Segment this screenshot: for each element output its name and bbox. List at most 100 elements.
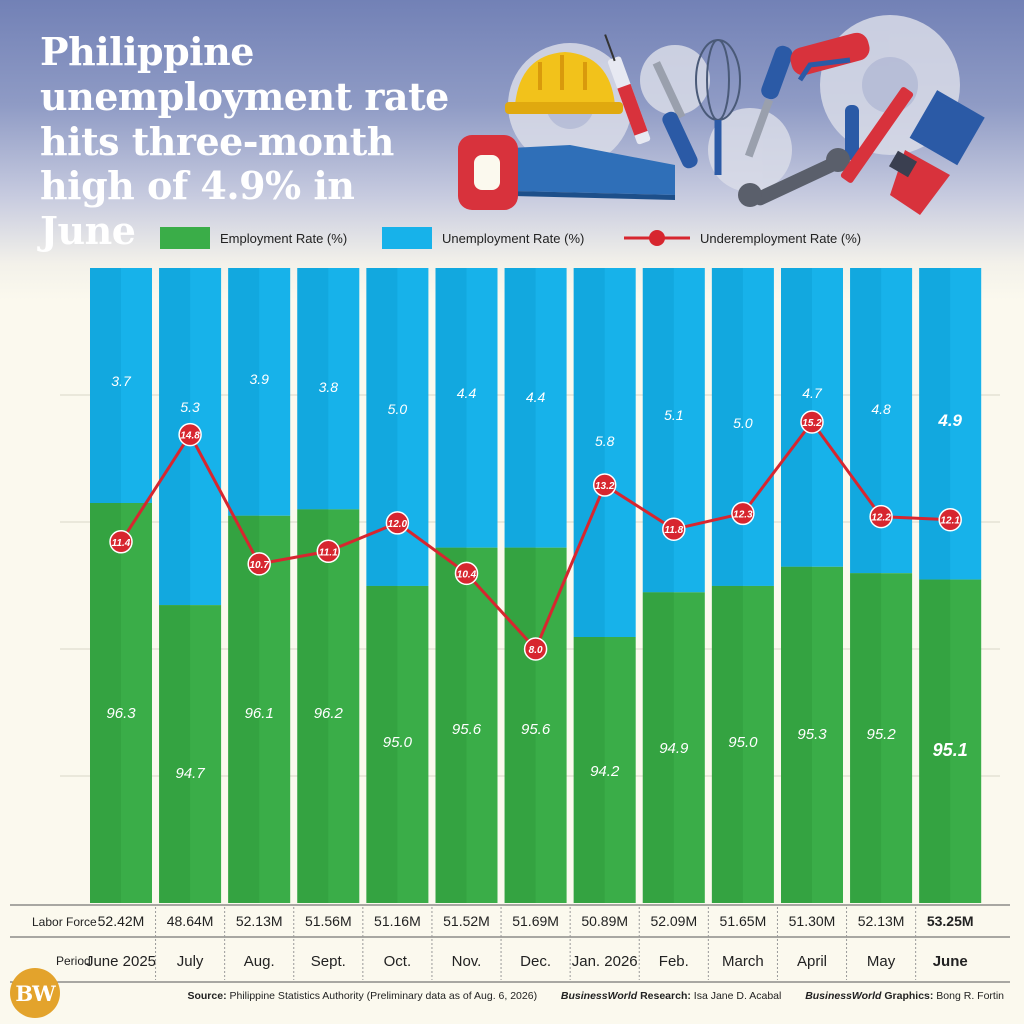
unemployment-label: 5.0: [733, 415, 753, 431]
employment-label: 95.6: [452, 721, 482, 738]
period-tick-label: June 2025: [86, 953, 156, 970]
research-text: Isa Jane D. Acabal: [693, 990, 782, 1002]
period-tick-label: Dec.: [520, 953, 551, 970]
bar-employment-shade: [159, 605, 191, 903]
employment-label: 95.3: [797, 726, 827, 743]
bar-employment-shade: [642, 592, 674, 903]
labor-force-value: 53.25M: [927, 913, 974, 929]
paint-brush-icon: [888, 90, 985, 215]
bars: 3.7 96.3 5.3 94.7 3.9 96.1 3.8 96.2 5.0 95.0 4.4 95…: [90, 268, 982, 903]
unemployment-label: 5.0: [388, 401, 408, 417]
period-tick-label: Oct.: [384, 953, 412, 970]
bar-unemployment-shade: [850, 268, 882, 574]
pencil-icon: [840, 87, 914, 183]
bar-unemployment-shade: [228, 268, 260, 516]
underemployment-label: 13.2: [595, 481, 615, 492]
underemployment-point: [800, 410, 824, 434]
unemployment-label: 3.8: [319, 379, 339, 395]
underemployment-label: 10.4: [457, 569, 477, 580]
saw-icon: [458, 135, 675, 210]
employment-label: 94.7: [175, 765, 205, 782]
screwdriver-icon: [652, 45, 793, 169]
period-tick-label: April: [797, 953, 827, 970]
unemployment-label: 4.4: [457, 385, 477, 401]
legend-swatch-employment: [160, 227, 210, 249]
period-row-label: Period: [56, 954, 91, 968]
underemployment-label: 10.7: [249, 560, 269, 571]
period-tick-label: Aug.: [244, 953, 275, 970]
underemployment-label: 11.8: [664, 525, 683, 536]
period-tick-label: March: [722, 953, 764, 970]
period-tick-label: Sept.: [311, 953, 346, 970]
legend-item-underemployment: Underemployment Rate (%): [622, 226, 861, 250]
period-tick-label: July: [177, 953, 204, 970]
syringe-icon: [604, 34, 651, 145]
graphics-brand: BusinessWorld: [805, 990, 882, 1002]
labor-force-value: 52.13M: [858, 913, 905, 929]
data-table: Labor Force Period 52.42M June 2025 48.64M Ju…: [10, 904, 1010, 983]
period-tick-label: Feb.: [659, 953, 689, 970]
unemployment-label: 4.4: [526, 389, 546, 405]
bar-unemployment-shade: [90, 268, 121, 503]
underemployment-label: 8.0: [529, 645, 543, 656]
bar-employment-shade: [711, 585, 743, 903]
underemployment-point: [109, 530, 133, 554]
research-label: Research:: [640, 990, 691, 1002]
underemployment-point: [316, 539, 341, 564]
underemployment-label: 11.4: [112, 538, 131, 549]
credits: Source: Philippine Statistics Authority …: [187, 990, 1004, 1002]
underemployment-point: [592, 473, 617, 497]
paint-roller-icon: [790, 32, 870, 160]
labor-force-value: 51.16M: [374, 913, 421, 929]
unemployment-label: 5.3: [180, 399, 200, 415]
source-label: Source:: [187, 990, 227, 1002]
labor-force-value: 51.30M: [789, 913, 836, 929]
underemployment-label: 12.2: [871, 513, 891, 524]
bar-unemployment-shade: [573, 268, 605, 637]
legend-item-employment: Employment Rate (%): [160, 226, 347, 250]
bar-employment-shade: [504, 547, 536, 903]
underemployment-point: [178, 422, 202, 447]
employment-label: 95.0: [728, 734, 758, 751]
whisk-icon: [695, 39, 741, 175]
period-tick-label: Jan. 2026: [572, 953, 638, 970]
underemployment-point: [247, 552, 271, 576]
employment-label: 95.1: [933, 740, 968, 760]
tools-illustration: [458, 15, 985, 215]
bar-employment-shade: [850, 573, 882, 903]
period-tick-label: Nov.: [452, 953, 482, 970]
underemployment-point: [454, 561, 479, 586]
legend-label-unemployment: Unemployment Rate (%): [442, 230, 585, 246]
bar-employment-shade: [297, 509, 329, 903]
employment-label: 96.2: [314, 705, 344, 722]
labor-force-value: 48.64M: [167, 913, 214, 929]
unemployment-label: 4.8: [871, 401, 891, 417]
wrench-icon: [738, 148, 850, 207]
underemployment-point: [523, 637, 548, 661]
chart-title: Philippine unemployment rate hits three-…: [40, 29, 449, 254]
bar-unemployment-shade: [435, 268, 467, 548]
underemployment-point: [938, 507, 962, 532]
employment-label: 96.3: [106, 705, 136, 722]
labor-force-value: 52.09M: [650, 913, 697, 929]
underemployment-point: [385, 511, 410, 535]
bar-employment-shade: [919, 579, 951, 903]
underemployment-series: 11.4 14.8 10.7 11.1 12.0 10.4 8.0 13.2 11.8 12.3 1…: [109, 410, 962, 661]
bar-employment-shade: [573, 637, 605, 903]
labor-force-value: 52.13M: [236, 913, 283, 929]
legend-label-underemployment: Underemployment Rate (%): [700, 230, 862, 246]
period-tick-label: May: [867, 953, 896, 970]
unemployment-label: 3.7: [111, 373, 132, 389]
underemployment-label: 12.0: [388, 519, 408, 530]
underemployment-label: 12.1: [940, 516, 960, 527]
labor-force-value: 51.65M: [720, 913, 767, 929]
unemployment-label: 5.8: [595, 433, 615, 449]
legend-swatch-underemployment: [624, 230, 690, 246]
unemployment-label: 4.9: [937, 411, 962, 430]
legend-item-unemployment: Unemployment Rate (%): [382, 226, 584, 250]
legend: Employment Rate (%) Unemployment Rate (%…: [0, 226, 1024, 250]
underemployment-point: [731, 501, 755, 526]
underemployment-label: 14.8: [180, 431, 200, 442]
bar-employment-shade: [228, 515, 260, 903]
